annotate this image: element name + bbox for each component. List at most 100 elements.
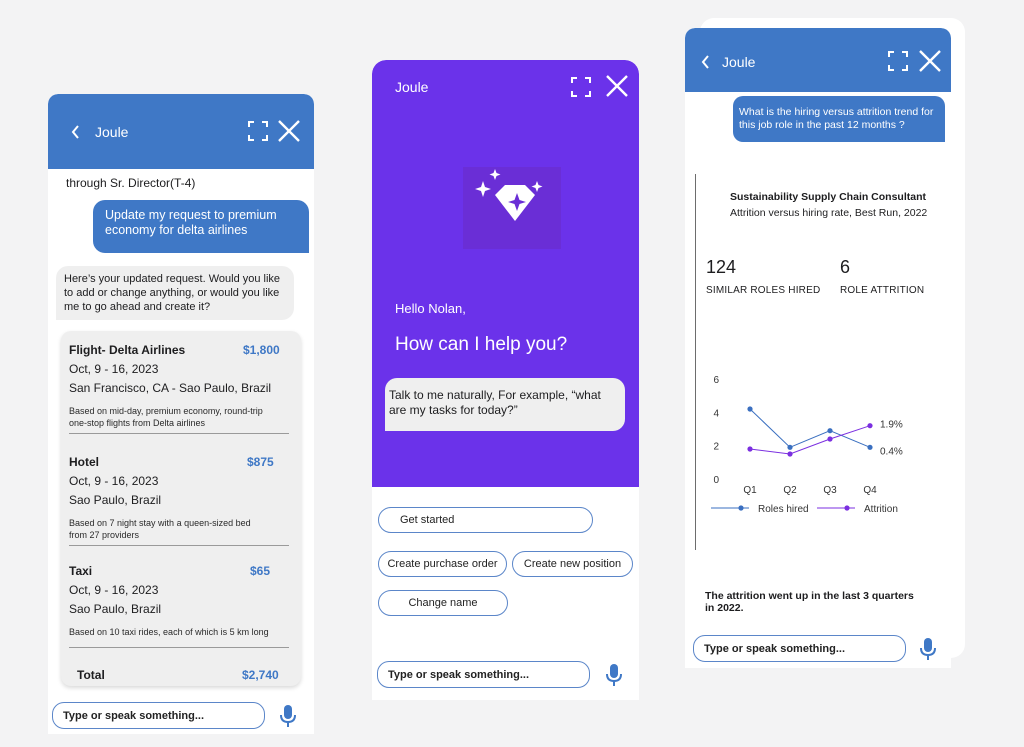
analytics-panel: Joule What is the hiring versus attritio…: [685, 28, 951, 668]
hotel-dates: Oct, 9 - 16, 2023: [69, 474, 159, 488]
taxi-title: Taxi: [69, 564, 93, 578]
y-tick-label: 0: [713, 475, 719, 486]
user-message: Update my request to premium economy for…: [93, 200, 309, 253]
data-point: [747, 446, 753, 452]
chip-get-started[interactable]: Get started: [378, 507, 593, 533]
hint-bubble: Talk to me naturally, For example, “what…: [385, 378, 625, 431]
card-title: Sustainability Supply Chain Consultant: [730, 191, 927, 203]
travel-chat-panel: Joule through Sr. Director(T-4) Update m…: [48, 94, 314, 734]
hotel-note: Based on 7 night stay with a queen-sized…: [69, 517, 251, 541]
bot-message: Here’s your updated request. Would you l…: [56, 266, 294, 320]
data-annotation: 0.4%: [880, 446, 903, 457]
bot-message-line: me to go ahead and create it?: [64, 301, 211, 313]
expand-icon[interactable]: [248, 121, 268, 141]
microphone-icon[interactable]: [606, 663, 622, 687]
welcome-panel: Joule Hello Nolan, How can I help you? T…: [372, 60, 639, 700]
user-message-line: economy for delta airlines: [105, 223, 248, 237]
diamond-sparkle-icon: [463, 167, 561, 249]
x-tick-label: Q2: [783, 485, 797, 496]
data-point: [867, 423, 873, 429]
card-accent-line: [695, 174, 696, 550]
chevron-left-icon[interactable]: [70, 124, 82, 140]
welcome-hero: Joule Hello Nolan, How can I help you? T…: [372, 60, 639, 487]
hotel-price: $875: [247, 455, 274, 469]
summary-line: in 2022.: [705, 602, 744, 614]
chat-title: Joule: [95, 124, 129, 140]
hiring-attrition-chart: 0 2 4 6 Q1 Q2 Q3 Q4 1.9% 0.4% Roles hired Attrition: [711, 375, 903, 515]
message-input[interactable]: Type or speak something...: [693, 635, 906, 662]
microphone-icon[interactable]: [280, 704, 296, 728]
close-icon[interactable]: [918, 49, 942, 73]
user-message-line: this job role in the past 12 months ?: [739, 119, 905, 131]
data-point: [867, 444, 873, 450]
hotel-location: Sao Paulo, Brazil: [69, 493, 162, 507]
note-line: Based on 10 taxi rides, each of which is…: [69, 627, 269, 637]
hotel-title: Hotel: [69, 455, 99, 469]
message-input[interactable]: Type or speak something...: [377, 661, 590, 688]
microphone-icon[interactable]: [920, 637, 936, 661]
expand-icon[interactable]: [888, 51, 908, 71]
y-tick-label: 2: [713, 442, 719, 453]
divider: [69, 433, 289, 434]
flight-note: Based on mid-day, premium economy, round…: [69, 405, 263, 429]
data-point: [787, 444, 793, 450]
data-point: [827, 436, 833, 442]
flight-title: Flight- Delta Airlines: [69, 343, 186, 357]
divider: [69, 545, 289, 546]
taxi-note: Based on 10 taxi rides, each of which is…: [69, 626, 269, 638]
chip-change-name[interactable]: Change name: [378, 590, 508, 616]
hint-line: are my tasks for today?”: [389, 403, 518, 417]
legend-swatch-point: [738, 505, 744, 511]
chevron-left-icon[interactable]: [700, 54, 712, 70]
note-line: Based on mid-day, premium economy, round…: [69, 406, 263, 416]
expand-icon[interactable]: [571, 77, 591, 97]
data-annotation: 1.9%: [880, 420, 903, 431]
y-tick-label: 4: [713, 408, 719, 419]
user-message-line: Update my request to premium: [105, 208, 277, 222]
chat-title: Joule: [722, 54, 756, 70]
total-label: Total: [77, 668, 105, 682]
kpi-attrition-label: ROLE ATTRITION: [840, 285, 925, 296]
x-tick-label: Q4: [863, 485, 877, 496]
flight-route: San Francisco, CA - Sao Paulo, Brazil: [69, 381, 272, 395]
user-message: What is the hiring versus attrition tren…: [733, 96, 945, 142]
kpi-hired-label: SIMILAR ROLES HIRED: [706, 285, 821, 296]
note-line: one-stop flights from Delta airlines: [69, 418, 206, 428]
legend-swatch-point: [844, 505, 850, 511]
legend-label: Attrition: [864, 504, 898, 515]
data-point: [747, 406, 753, 412]
chat-header: Joule: [48, 94, 314, 169]
note-line: from 27 providers: [69, 530, 140, 540]
y-tick-label: 6: [713, 375, 719, 386]
chip-create-purchase-order[interactable]: Create purchase order: [378, 551, 507, 577]
taxi-price: $65: [250, 564, 271, 578]
chip-create-new-position[interactable]: Create new position: [512, 551, 633, 577]
flight-price: $1,800: [243, 343, 280, 357]
total-price: $2,740: [242, 668, 279, 682]
chat-header: Joule: [685, 28, 951, 92]
kpi-hired-value: 124: [706, 257, 737, 277]
hint-line: Talk to me naturally, For example, “what: [389, 388, 601, 402]
summary-line: The attrition went up in the last 3 quar…: [705, 590, 914, 602]
chat-title: Joule: [395, 79, 429, 95]
user-message-line: What is the hiring versus attrition tren…: [739, 106, 934, 118]
x-tick-label: Q1: [743, 485, 757, 496]
series-line-roles-hired: [749, 408, 871, 448]
message-input[interactable]: Type or speak something...: [52, 702, 265, 729]
close-icon[interactable]: [277, 119, 301, 143]
data-point: [827, 428, 833, 434]
flight-dates: Oct, 9 - 16, 2023: [69, 362, 159, 376]
note-line: Based on 7 night stay with a queen-sized…: [69, 518, 251, 528]
kpi-attrition-value: 6: [840, 257, 851, 277]
travel-summary-card: Flight- Delta Airlines $1,800 Oct, 9 - 1…: [61, 331, 301, 686]
close-icon[interactable]: [605, 74, 629, 98]
taxi-dates: Oct, 9 - 16, 2023: [69, 583, 159, 597]
bot-message-line: Here’s your updated request. Would you l…: [64, 273, 281, 285]
greeting-text: Hello Nolan,: [395, 301, 466, 316]
headline-text: How can I help you?: [395, 334, 568, 355]
legend-label: Roles hired: [758, 504, 809, 515]
data-point: [787, 451, 793, 457]
chart-summary: The attrition went up in the last 3 quar…: [705, 590, 914, 614]
divider: [69, 647, 289, 648]
x-tick-label: Q3: [823, 485, 837, 496]
